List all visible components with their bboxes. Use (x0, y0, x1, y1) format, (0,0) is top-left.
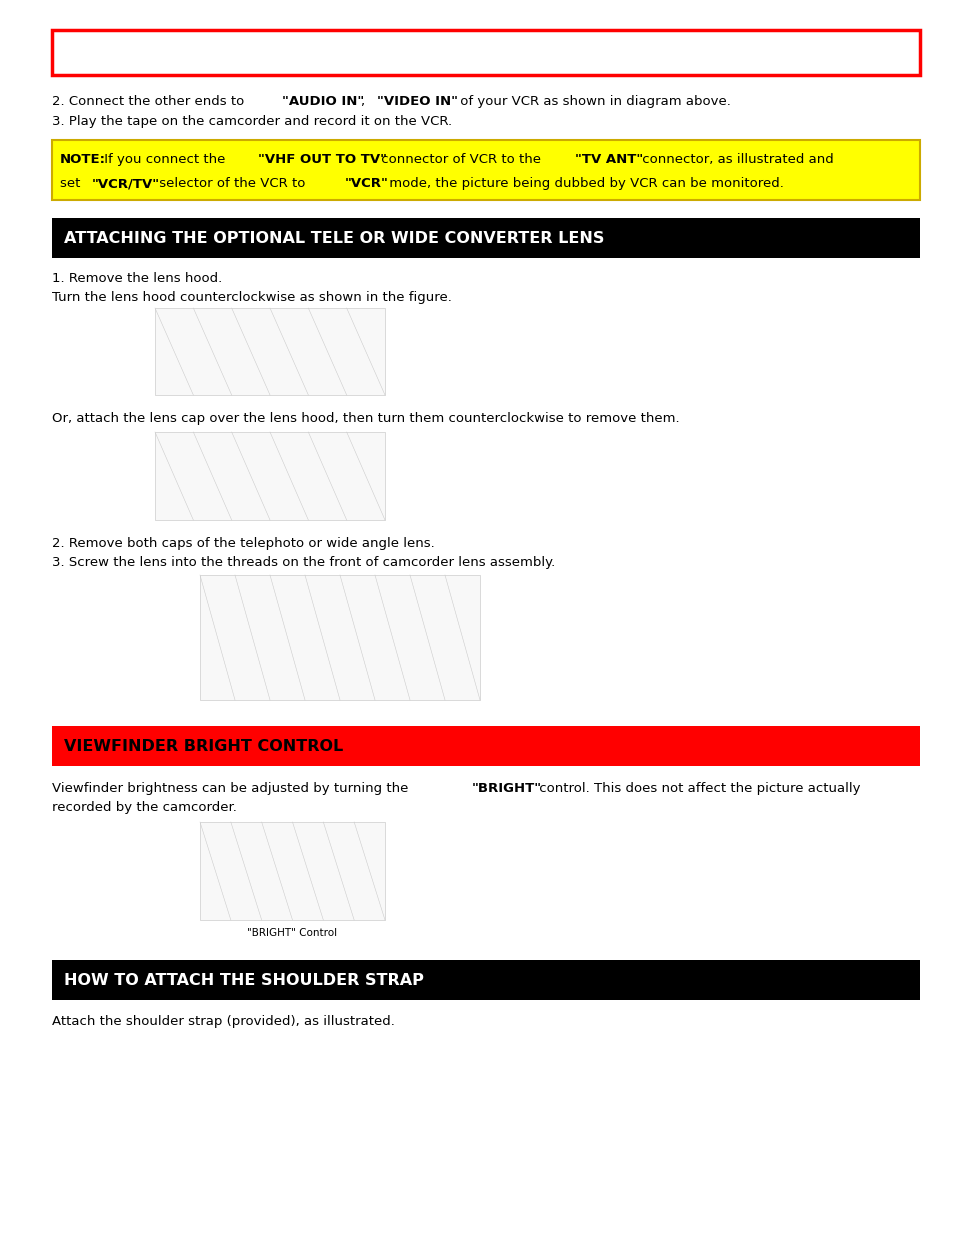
Text: recorded by the camcorder.: recorded by the camcorder. (52, 802, 236, 814)
Bar (200, 823, 385, 920)
Text: ,: , (360, 95, 369, 107)
Text: 2. Remove both caps of the telephoto or wide angle lens.: 2. Remove both caps of the telephoto or … (52, 537, 435, 550)
Text: ATTACHING THE OPTIONAL TELE OR WIDE CONVERTER LENS: ATTACHING THE OPTIONAL TELE OR WIDE CONV… (64, 231, 604, 246)
Bar (52, 726, 919, 766)
Text: "VCR/TV": "VCR/TV" (91, 177, 159, 190)
Text: 3. Screw the lens into the threads on the front of camcorder lens assembly.: 3. Screw the lens into the threads on th… (52, 556, 555, 569)
Bar (52, 30, 919, 75)
Text: Turn the lens hood counterclockwise as shown in the figure.: Turn the lens hood counterclockwise as s… (52, 291, 452, 304)
Text: 1. Remove the lens hood.: 1. Remove the lens hood. (52, 272, 222, 285)
Text: "VCR": "VCR" (345, 177, 389, 190)
Text: Attach the shoulder strap (provided), as illustrated.: Attach the shoulder strap (provided), as… (52, 1015, 395, 1028)
Text: selector of the VCR to: selector of the VCR to (154, 177, 310, 190)
Bar (52, 140, 919, 200)
Bar (200, 576, 479, 700)
Bar (52, 219, 919, 258)
Text: of your VCR as shown in diagram above.: of your VCR as shown in diagram above. (456, 95, 730, 107)
Text: "TV ANT": "TV ANT" (574, 153, 642, 165)
Text: HOW TO ATTACH THE SHOULDER STRAP: HOW TO ATTACH THE SHOULDER STRAP (64, 973, 423, 988)
Text: Viewfinder brightness can be adjusted by turning the: Viewfinder brightness can be adjusted by… (52, 782, 413, 795)
Text: VIEWFINDER BRIGHT CONTROL: VIEWFINDER BRIGHT CONTROL (64, 739, 343, 755)
Text: 2. Connect the other ends to: 2. Connect the other ends to (52, 95, 248, 107)
Text: set: set (60, 177, 85, 190)
Bar (52, 960, 919, 1000)
Text: NOTE:: NOTE: (60, 153, 106, 165)
Bar (154, 308, 385, 395)
Text: "AUDIO IN": "AUDIO IN" (281, 95, 363, 107)
Text: 3. Play the tape on the camcorder and record it on the VCR.: 3. Play the tape on the camcorder and re… (52, 115, 452, 128)
Text: mode, the picture being dubbed by VCR can be monitored.: mode, the picture being dubbed by VCR ca… (384, 177, 782, 190)
Text: control. This does not affect the picture actually: control. This does not affect the pictur… (535, 782, 860, 795)
Text: "BRIGHT" Control: "BRIGHT" Control (247, 927, 336, 939)
Text: "BRIGHT": "BRIGHT" (471, 782, 541, 795)
Text: If you connect the: If you connect the (99, 153, 229, 165)
Text: connector of VCR to the: connector of VCR to the (376, 153, 544, 165)
Text: Or, attach the lens cap over the lens hood, then turn them counterclockwise to r: Or, attach the lens cap over the lens ho… (52, 412, 679, 425)
Text: "VIDEO IN": "VIDEO IN" (376, 95, 457, 107)
Text: connector, as illustrated and: connector, as illustrated and (638, 153, 833, 165)
Text: "VHF OUT TO TV": "VHF OUT TO TV" (257, 153, 387, 165)
Bar (154, 432, 385, 520)
